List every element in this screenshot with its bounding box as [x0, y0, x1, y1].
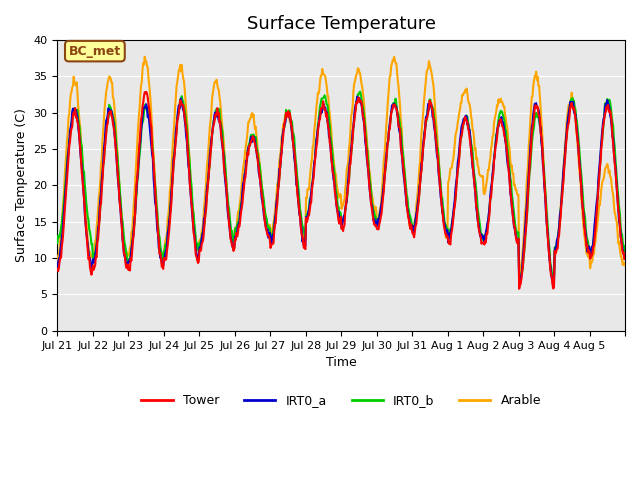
- Y-axis label: Surface Temperature (C): Surface Temperature (C): [15, 108, 28, 263]
- Title: Surface Temperature: Surface Temperature: [246, 15, 436, 33]
- X-axis label: Time: Time: [326, 356, 356, 369]
- Legend: Tower, IRT0_a, IRT0_b, Arable: Tower, IRT0_a, IRT0_b, Arable: [136, 389, 546, 412]
- Text: BC_met: BC_met: [68, 45, 121, 58]
